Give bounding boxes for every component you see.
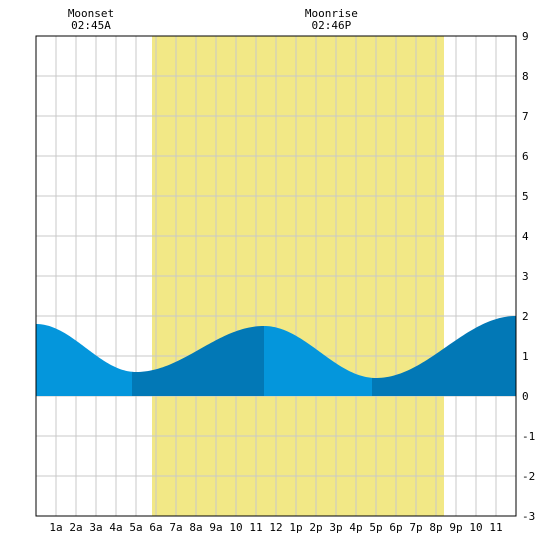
x-tick-label: 9a: [209, 521, 222, 534]
x-tick-label: 10: [229, 521, 242, 534]
x-tick-label: 2p: [309, 521, 322, 534]
x-tick-label: 5p: [369, 521, 382, 534]
x-tick-label: 4a: [109, 521, 122, 534]
y-tick-label: 4: [522, 230, 529, 243]
plot-frame: [35, 35, 517, 517]
x-tick-label: 11: [489, 521, 502, 534]
y-tick-label: -1: [522, 430, 535, 443]
plot-frame-layer: [35, 35, 517, 517]
moon-event-time: 02:45A: [71, 19, 111, 32]
x-tick-label: 12: [269, 521, 282, 534]
x-tick-label: 3a: [89, 521, 102, 534]
y-tick-label: -3: [522, 510, 535, 523]
moon-event-time: 02:46P: [312, 19, 352, 32]
x-tick-label: 5a: [129, 521, 142, 534]
y-tick-label: 0: [522, 390, 529, 403]
x-axis-ticks: 1a 2a 3a 4a 5a 6a 7a 8a 9a 10 11 12 1p 2p 3p 4p 5p 6p 7p 8p…: [49, 521, 502, 534]
x-tick-label: 4p: [349, 521, 362, 534]
x-tick-label: 6p: [389, 521, 402, 534]
x-tick-label: 3p: [329, 521, 342, 534]
y-tick-label: -2: [522, 470, 535, 483]
y-tick-label: 1: [522, 350, 529, 363]
x-tick-label: 8a: [189, 521, 202, 534]
x-tick-label: 10: [469, 521, 482, 534]
y-tick-label: 8: [522, 70, 529, 83]
x-tick-label: 8p: [429, 521, 442, 534]
tide-segment: [264, 326, 372, 396]
x-tick-label: 7a: [169, 521, 182, 534]
tide-segment: [36, 324, 132, 396]
tide-segment: [132, 326, 264, 396]
grid-layer: [36, 36, 516, 516]
y-tick-label: 9: [522, 30, 529, 43]
y-axis-ticks: -3 -2 -1 0 1 2 3 4 5 6 7 8 9: [522, 30, 535, 523]
x-tick-label: 1a: [49, 521, 62, 534]
y-tick-label: 3: [522, 270, 529, 283]
y-tick-label: 2: [522, 310, 529, 323]
x-tick-label: 6a: [149, 521, 162, 534]
x-tick-label: 7p: [409, 521, 422, 534]
x-tick-label: 9p: [449, 521, 462, 534]
moon-event-title: Moonrise: [305, 7, 358, 20]
y-tick-label: 6: [522, 150, 529, 163]
x-tick-label: 11: [249, 521, 262, 534]
x-tick-label: 2a: [69, 521, 82, 534]
y-tick-label: 5: [522, 190, 529, 203]
moon-event-title: Moonset: [68, 7, 114, 20]
tide-segment: [372, 316, 516, 396]
y-tick-label: 7: [522, 110, 529, 123]
x-tick-label: 1p: [289, 521, 302, 534]
tide-area-layer: [36, 316, 516, 396]
